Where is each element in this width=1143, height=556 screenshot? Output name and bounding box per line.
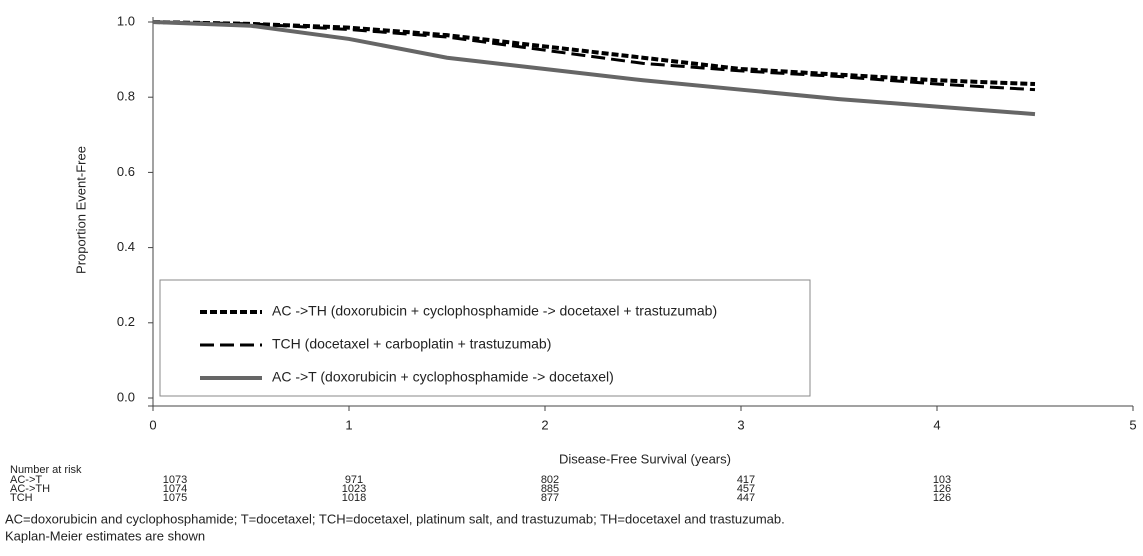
footnote: Kaplan-Meier estimates are shown [5, 528, 205, 543]
legend-label: AC ->T (doxorubicin + cyclophosphamide -… [272, 369, 614, 385]
legend-box [159, 279, 811, 397]
risk-count: 1075 [163, 492, 187, 504]
y-axis-label: Proportion Event-Free [73, 146, 88, 274]
y-tick-label: 0.0 [117, 389, 135, 404]
x-tick-label: 2 [541, 417, 548, 432]
risk-row-label: TCH [10, 492, 33, 504]
risk-count: 1023 [342, 483, 366, 495]
risk-title: Number at risk [10, 464, 82, 476]
risk-count: 417 [737, 474, 755, 486]
risk-count: 1073 [163, 474, 187, 486]
risk-count: 1074 [163, 483, 187, 495]
x-tick-label: 4 [933, 417, 940, 432]
risk-row-label: AC->TH [10, 483, 50, 495]
risk-count: 126 [933, 492, 951, 504]
risk-count: 126 [933, 483, 951, 495]
risk-count: 971 [345, 474, 363, 486]
x-tick-label: 5 [1129, 417, 1136, 432]
legend-label: TCH (docetaxel + carboplatin + trastuzum… [272, 336, 551, 352]
risk-count: 447 [737, 492, 755, 504]
y-tick-label: 0.6 [117, 164, 135, 179]
x-tick-label: 1 [345, 417, 352, 432]
risk-count: 457 [737, 483, 755, 495]
risk-count: 103 [933, 474, 951, 486]
survival-curve [152, 20, 1036, 117]
survival-curve [152, 20, 1036, 92]
risk-count: 1018 [342, 492, 366, 504]
risk-count: 802 [541, 474, 559, 486]
x-axis-label: Disease-Free Survival (years) [559, 451, 731, 466]
risk-row-label: AC->T [10, 474, 42, 486]
risk-count: 877 [541, 492, 559, 504]
x-tick-label: 0 [149, 417, 156, 432]
risk-count: 885 [541, 483, 559, 495]
y-tick-label: 0.8 [117, 89, 135, 104]
legend-label: AC ->TH (doxorubicin + cyclophosphamide … [272, 303, 717, 319]
x-tick-label: 3 [737, 417, 744, 432]
footnote: AC=doxorubicin and cyclophosphamide; T=d… [5, 511, 785, 526]
y-tick-label: 0.2 [117, 314, 135, 329]
y-tick-label: 0.4 [117, 239, 135, 254]
survival-curve [152, 20, 1036, 87]
y-tick-label: 1.0 [117, 13, 135, 28]
